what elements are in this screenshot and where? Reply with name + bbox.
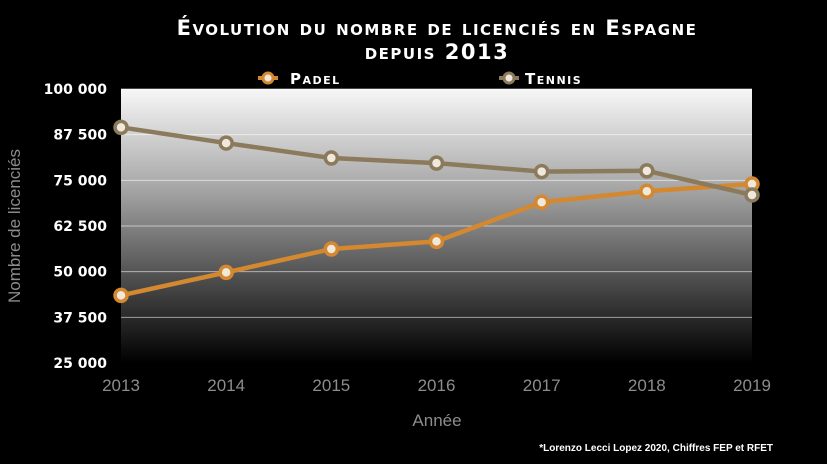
chart-title-line2: depuis 2013 — [365, 40, 510, 64]
legend-item-padel: Padel — [258, 70, 341, 88]
data-point-tennis — [323, 150, 340, 166]
y-tick-label: 75 000 — [53, 173, 107, 189]
y-tick-label: 25 000 — [53, 356, 107, 372]
data-point-tennis — [428, 155, 445, 171]
data-point-padel — [113, 287, 129, 304]
x-axis-label: Année — [412, 411, 461, 430]
data-point-tennis — [533, 163, 550, 180]
legend-marker-tennis — [502, 71, 516, 85]
x-tick-label: 2016 — [418, 376, 456, 395]
series-padel — [113, 176, 760, 304]
y-tick-label: 87 500 — [53, 128, 107, 144]
y-tick-label: 37 500 — [53, 310, 107, 326]
x-tick-label: 2019 — [733, 376, 771, 395]
data-point-padel — [428, 233, 445, 250]
chart-title-line1: Évolution du nombre de licenciés en Espa… — [177, 15, 698, 40]
y-axis-label: Nombre de licenciés — [5, 149, 24, 303]
data-point-padel — [533, 194, 550, 211]
data-point-tennis — [218, 135, 234, 151]
x-tick-label: 2018 — [628, 376, 666, 395]
legend-label-padel: Padel — [290, 70, 341, 88]
data-point-tennis — [113, 119, 129, 136]
x-axis-ticks: 2013 2014 2015 2016 2017 2018 2019 — [102, 376, 771, 395]
series-layer — [113, 119, 760, 304]
legend-item-tennis: Tennis — [499, 70, 582, 88]
x-tick-label: 2013 — [102, 376, 140, 395]
data-point-padel — [639, 183, 655, 200]
legend-marker-padel — [261, 71, 275, 85]
x-tick-label: 2017 — [523, 376, 561, 395]
y-axis-ticks: 25 000 37 500 50 000 62 500 75 000 87 500 100 … — [44, 82, 108, 372]
legend-label-tennis: Tennis — [525, 70, 582, 88]
y-tick-label: 50 000 — [53, 265, 107, 281]
x-tick-label: 2014 — [207, 376, 245, 395]
x-tick-label: 2015 — [312, 376, 350, 395]
series-tennis — [113, 119, 760, 203]
legend: Padel Tennis — [258, 70, 582, 88]
data-point-tennis — [744, 187, 760, 203]
data-point-padel — [323, 241, 340, 257]
data-point-tennis — [639, 163, 655, 179]
data-point-padel — [218, 264, 234, 281]
y-tick-label: 62 500 — [53, 219, 107, 235]
y-tick-label: 100 000 — [44, 82, 108, 98]
source-note: *Lorenzo Lecci Lopez 2020, Chiffres FEP … — [539, 443, 773, 454]
